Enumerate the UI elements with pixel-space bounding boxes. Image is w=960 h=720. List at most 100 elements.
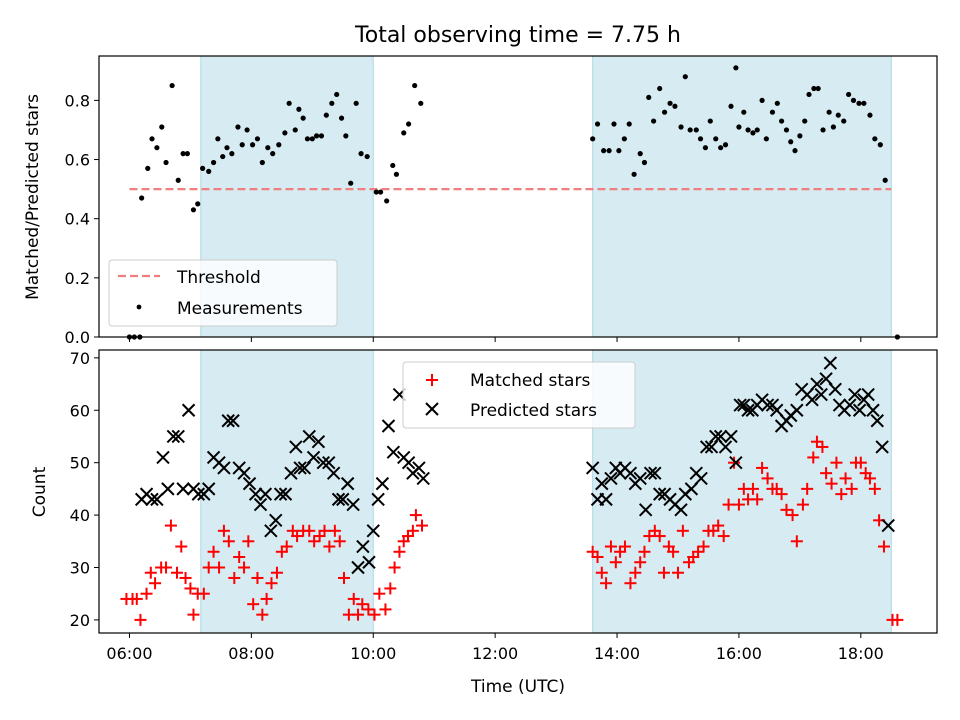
- predicted-star-point: [181, 403, 196, 417]
- x-tick-label: 10:00: [350, 644, 396, 663]
- measurement-point: [296, 106, 302, 112]
- matched-star-point: [238, 561, 251, 574]
- measurement-point: [323, 112, 329, 118]
- matched-star-point: [830, 456, 843, 469]
- matched-star-point: [801, 482, 814, 495]
- predicted-star-point: [289, 440, 303, 454]
- predicted-legend-label: Predicted stars: [470, 401, 597, 421]
- matched-star-point: [140, 587, 153, 600]
- predicted-star-point: [264, 524, 278, 538]
- matched-star-point: [786, 509, 799, 522]
- predicted-star-point: [362, 555, 376, 569]
- predicted-star-point: [684, 482, 699, 496]
- measurement-point: [401, 130, 407, 136]
- predicted-star-point: [790, 403, 804, 417]
- top-axes-frame: [98, 55, 938, 338]
- measurement-point: [621, 136, 627, 142]
- measurement-point: [616, 148, 622, 154]
- matched-star-point: [671, 566, 684, 579]
- matched-star-point: [835, 488, 848, 501]
- predicted-star-point: [623, 466, 638, 480]
- measurement-point: [606, 148, 612, 154]
- measurement-point: [641, 159, 648, 166]
- matched-star-point: [388, 561, 401, 574]
- predicted-star-point: [375, 476, 390, 491]
- x-tick-label: 16:00: [716, 644, 762, 663]
- predicted-star-point: [861, 387, 875, 402]
- matched-star-point: [303, 524, 316, 537]
- matched-star-point: [845, 482, 858, 495]
- predicted-star-point: [866, 403, 880, 417]
- matched-star-point: [732, 498, 745, 511]
- measurement-point: [259, 159, 265, 166]
- predicted-star-point: [848, 387, 862, 402]
- measurement-point: [235, 124, 241, 130]
- predicted-star-point: [729, 455, 743, 470]
- matched-star-point: [775, 488, 788, 501]
- measurement-point: [733, 65, 739, 71]
- measurement-point: [806, 91, 812, 98]
- measurement-point: [353, 100, 359, 106]
- bottom-y-axis: 20 30 40 50 60 70: [70, 349, 99, 630]
- matched-star-point: [416, 519, 429, 532]
- matched-star-point: [242, 535, 255, 548]
- matched-star-point: [260, 592, 273, 605]
- matched-star-point: [761, 472, 774, 485]
- measurement-point: [343, 133, 349, 139]
- top-legend-box: [108, 259, 338, 327]
- matched-star-point: [384, 582, 397, 595]
- predicted-star-point: [311, 435, 326, 449]
- matched-star-point: [790, 535, 803, 548]
- y-tick-label: 30: [70, 558, 90, 577]
- measurement-point: [594, 121, 601, 127]
- measurement-point: [418, 100, 424, 106]
- measurement-point: [265, 145, 271, 151]
- measurement-point: [254, 136, 261, 142]
- matched-star-point: [207, 545, 220, 558]
- predicted-star-point: [416, 471, 430, 486]
- measurement-point: [292, 127, 298, 133]
- predicted-star-point: [237, 466, 251, 480]
- matched-star-point: [160, 561, 173, 574]
- measurement-point: [210, 159, 217, 166]
- predicted-star-point: [253, 497, 268, 512]
- measurement-point: [149, 136, 155, 142]
- measurement-point: [646, 94, 652, 101]
- measurement-point: [788, 139, 794, 145]
- predicted-star-point: [595, 476, 609, 491]
- matched-star-point: [202, 561, 215, 574]
- predicted-star-point: [242, 476, 257, 491]
- top-panel: 0.00.20.40.60.8 Matched/Predicted stars …: [23, 55, 938, 347]
- matched-star-point: [217, 524, 230, 537]
- measurement-point: [276, 142, 282, 148]
- matched-star-point: [810, 435, 823, 448]
- matched-star-point: [233, 551, 246, 564]
- matched-star-point: [796, 498, 809, 511]
- matched-star-point: [653, 530, 666, 543]
- measurement-point: [300, 115, 306, 121]
- matched-star-point: [368, 608, 381, 621]
- matched-star-point: [164, 519, 177, 532]
- threshold-legend-label: Threshold: [176, 268, 261, 288]
- top-y-axis: 0.0 0.2 0.4 0.6 0.8: [65, 91, 99, 347]
- measurement-point: [774, 100, 780, 106]
- y-tick-label: 0.2: [65, 269, 90, 288]
- predicted-star-point: [150, 492, 164, 507]
- predicted-star-point: [633, 471, 647, 486]
- measurement-point: [783, 127, 790, 133]
- measurement-point: [286, 100, 292, 106]
- bottom-plot-area: [120, 356, 904, 626]
- predicted-star-point: [401, 455, 416, 470]
- y-tick-label: 0.8: [65, 91, 90, 110]
- y-tick-label: 70: [70, 349, 90, 368]
- x-tick-label: 12:00: [472, 644, 518, 663]
- predicted-star-point: [709, 429, 723, 444]
- x-tick-label: 14:00: [594, 644, 640, 663]
- x-tick-label: 08:00: [228, 644, 274, 663]
- bottom-legend-box: [402, 361, 636, 429]
- measurement-point: [180, 151, 186, 157]
- measurement-point: [318, 133, 325, 139]
- y-tick-label: 60: [70, 401, 90, 420]
- measurement-point: [358, 151, 364, 157]
